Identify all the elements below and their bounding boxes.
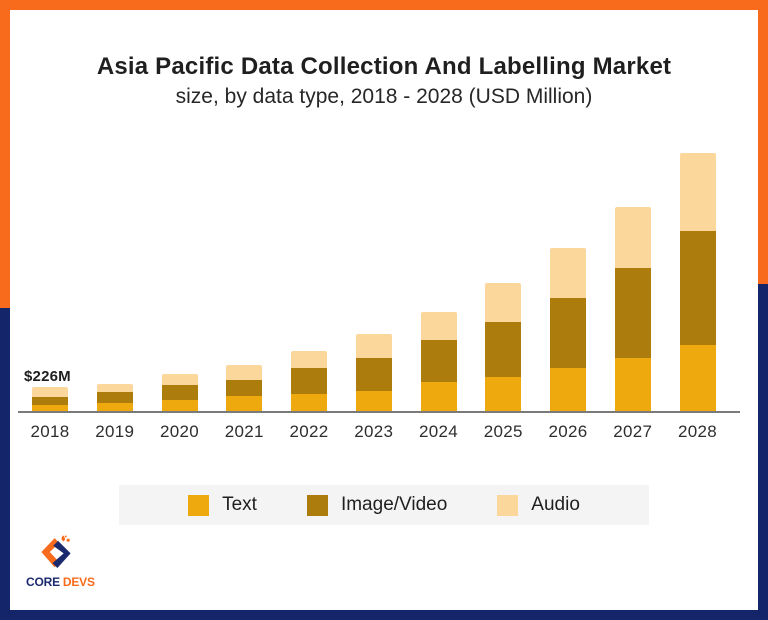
x-tick-2028: 2028 [677,422,718,441]
bar-segment-image-video-2022 [291,368,327,395]
logo-text: CORE DEVS [26,575,95,589]
bar-segment-text-2020 [161,399,198,411]
bar-segment-audio-2020 [161,373,198,385]
bar-segment-text-2021 [226,396,263,411]
legend-swatch-image-video [306,494,328,516]
bar-segment-text-2019 [96,402,133,411]
value-annotation-2018: $226M [24,368,71,385]
logo-text-devs: DEVS [62,575,95,589]
legend-swatch-audio [497,494,519,516]
legend-item-audio: Audio [497,494,580,516]
chart-subtitle: size, by data type, 2018 - 2028 (USD Mil… [175,85,593,108]
x-tick-2021: 2021 [224,422,264,441]
bar-segment-image-video-2025 [485,321,522,377]
frame-border-top [0,0,768,10]
bar-segment-audio-2019 [96,383,133,393]
bar-2025 [485,283,522,411]
x-tick-2023: 2023 [354,422,394,441]
bar-segment-audio-2022 [291,350,327,369]
bar-segment-image-video-2024 [420,340,457,382]
bar-segment-image-video-2020 [161,384,198,400]
bar-segment-image-video-2028 [679,230,716,345]
frame-border-bottom [0,610,768,620]
bar-segment-audio-2027 [614,206,651,269]
bar-segment-text-2023 [355,390,392,411]
bar-2018 [32,387,68,411]
bar-2028 [679,152,716,411]
legend-item-text: Text [188,494,257,516]
bar-segment-image-video-2021 [226,379,263,397]
bar-segment-text-2018 [32,404,68,411]
bar-2020 [161,373,198,411]
bar-segment-text-2027 [614,358,651,411]
bar-segment-text-2028 [679,344,716,411]
legend-label-image-video: Image/Video [340,494,448,515]
core-devs-logo-icon [41,535,71,568]
bar-2019 [96,383,133,411]
bar-segment-audio-2018 [32,387,68,397]
bar-segment-image-video-2023 [355,358,392,391]
x-tick-2024: 2024 [418,422,459,441]
bar-2024 [420,311,457,411]
bar-segment-audio-2021 [226,365,263,380]
frame-border-right-navy [758,284,768,610]
bar-segment-audio-2024 [420,311,457,341]
bar-2022 [291,350,327,411]
bar-2027 [614,206,651,411]
x-tick-2026: 2026 [548,422,588,441]
bar-segment-audio-2028 [679,152,716,231]
bar-2021 [226,365,263,411]
frame-border-right-orange [758,10,768,284]
bar-segment-text-2026 [550,368,586,411]
frame-border-left-navy [0,308,10,610]
bar-segment-text-2022 [291,394,327,411]
chart-title: Asia Pacific Data Collection And Labelli… [96,53,672,80]
logo-text-core: CORE [26,575,60,589]
x-tick-2022: 2022 [289,422,329,441]
x-tick-2019: 2019 [95,422,135,441]
bar-2026 [550,248,586,411]
bar-segment-image-video-2018 [32,396,68,405]
frame-border-left-orange [0,10,10,308]
legend: Text Image/Video Audio [119,485,649,525]
x-tick-2027: 2027 [613,422,653,441]
legend-swatch-text [188,494,210,516]
bar-segment-image-video-2026 [550,298,586,369]
bar-segment-text-2025 [485,376,522,411]
x-tick-2018: 2018 [30,422,70,441]
bar-segment-audio-2026 [550,248,586,299]
legend-label-text: Text [222,494,257,515]
legend-item-image-video: Image/Video [306,494,448,516]
legend-label-audio: Audio [531,494,580,515]
bar-segment-image-video-2019 [96,392,133,403]
bar-segment-audio-2023 [355,333,392,359]
bar-2023 [355,333,392,411]
bar-segment-image-video-2027 [614,268,651,359]
x-axis-line [18,411,740,413]
x-tick-2025: 2025 [483,422,523,441]
bar-segment-text-2024 [420,381,457,411]
bar-segment-audio-2025 [485,283,522,322]
x-tick-2020: 2020 [159,422,200,441]
